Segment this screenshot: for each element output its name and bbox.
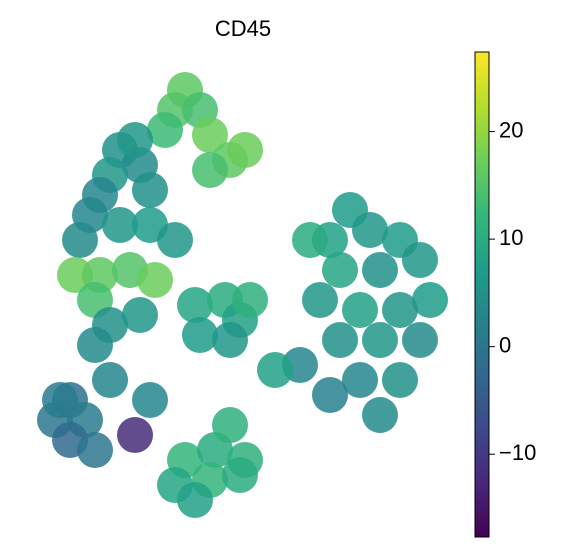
colorbar [474,51,490,538]
point [42,382,78,418]
point [77,327,113,363]
point [362,397,398,433]
colorbar-tick-label: 0 [499,332,511,357]
point [362,322,398,358]
point [322,252,358,288]
points [37,72,448,518]
point [62,222,98,258]
point [402,322,438,358]
point [342,362,378,398]
point [292,222,328,258]
point [212,322,248,358]
point [227,132,263,168]
point [222,457,258,493]
point [177,287,213,323]
point [137,262,173,298]
point [132,172,168,208]
point [362,252,398,288]
chart-title: CD45 [215,16,271,41]
point [57,257,93,293]
point [352,212,388,248]
point [212,407,248,443]
point [92,362,128,398]
point [342,292,378,328]
point [412,282,448,318]
point [312,377,348,413]
point [157,222,193,258]
point [177,482,213,518]
point [117,122,153,158]
point [382,362,418,398]
point [117,417,153,453]
point [192,117,228,153]
point [192,152,228,188]
point [232,282,268,318]
point [182,317,218,353]
point [132,382,168,418]
point [322,322,358,358]
point [122,297,158,333]
point [147,112,183,148]
colorbar-tick-label: 10 [499,225,523,250]
point [257,352,293,388]
point [402,242,438,278]
point [102,207,138,243]
colorbar-tick-label: −10 [499,440,536,465]
point [302,282,338,318]
point [382,292,418,328]
point [77,432,113,468]
colorbar-tick-label: 20 [499,117,523,142]
